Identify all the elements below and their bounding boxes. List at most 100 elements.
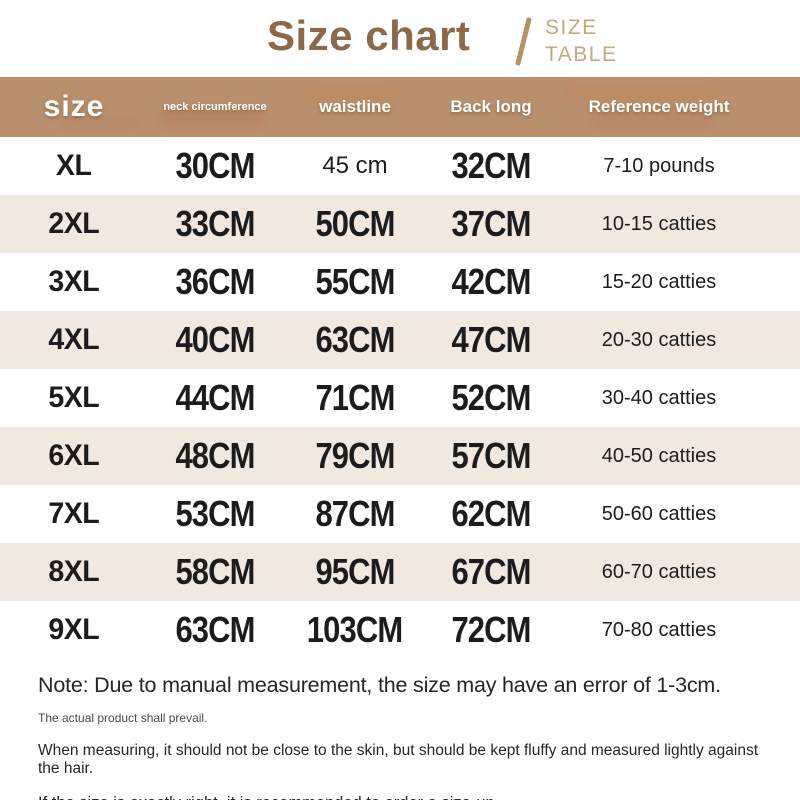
neck-value: 36CM <box>175 261 255 302</box>
weight-cell: 30-40 catties <box>554 387 764 410</box>
weight-cell: 70-80 catties <box>554 619 764 642</box>
artifact-blob <box>162 113 262 126</box>
table-row: 4XL 40CM 63CM 47CM 20-30 catties <box>0 311 800 369</box>
weight-cell: 60-70 catties <box>554 561 764 584</box>
weight-value: 60-70 catties <box>601 560 717 583</box>
neck-cell: 30CM <box>148 145 282 187</box>
weight-cell: 50-60 catties <box>554 503 764 526</box>
weight-cell: 40-50 catties <box>554 445 764 468</box>
waist-cell: 103CM <box>282 609 428 651</box>
waist-value: 63CM <box>315 319 395 360</box>
waist-cell: 50CM <box>282 203 428 245</box>
size-cell: 6XL <box>0 439 148 473</box>
neck-value: 63CM <box>175 609 255 650</box>
size-cell: 8XL <box>0 555 148 589</box>
title-area: Size chart SIZE TABLE <box>0 0 800 77</box>
neck-value: 53CM <box>175 493 255 534</box>
back-value: 72CM <box>451 609 531 650</box>
column-header-back: Back long <box>450 97 532 116</box>
weight-value: 50-60 catties <box>601 502 717 525</box>
note-main: Note: Due to manual measurement, the siz… <box>38 673 721 697</box>
neck-cell: 44CM <box>148 377 282 419</box>
waist-value: 45 cm <box>322 152 388 179</box>
waist-value: 50CM <box>315 203 395 244</box>
size-table-body: XL 30CM 45 cm 32CM 7-10 pounds 2XL 33CM … <box>0 137 800 659</box>
back-cell: 37CM <box>428 203 554 245</box>
subtitle-line-1: SIZE <box>545 16 598 39</box>
column-header-size: size <box>43 90 105 123</box>
weight-value: 30-40 catties <box>601 386 717 409</box>
waist-cell: 71CM <box>282 377 428 419</box>
subtitle-line-2: TABLE <box>545 43 618 67</box>
neck-cell: 63CM <box>148 609 282 651</box>
waist-cell: 87CM <box>282 493 428 535</box>
size-cell: 5XL <box>0 381 148 415</box>
size-value: 5XL <box>48 381 100 414</box>
back-value: 52CM <box>451 377 531 418</box>
size-cell: 7XL <box>0 497 148 531</box>
neck-value: 44CM <box>175 377 255 418</box>
column-header-waist: waistline <box>319 97 391 116</box>
back-value: 57CM <box>451 435 531 476</box>
table-header-row: size neck circumference waistline Back l… <box>0 77 800 137</box>
table-row: 5XL 44CM 71CM 52CM 30-40 catties <box>0 369 800 427</box>
neck-value: 48CM <box>175 435 255 476</box>
back-cell: 47CM <box>428 319 554 361</box>
weight-value: 20-30 catties <box>601 328 717 351</box>
size-value: 6XL <box>48 439 100 472</box>
page-title: Size chart <box>267 12 471 59</box>
back-value: 47CM <box>451 319 531 360</box>
weight-cell: 20-30 catties <box>554 329 764 352</box>
artifact-blob <box>592 117 712 128</box>
note-secondary: The actual product shall prevail. <box>38 711 208 725</box>
waist-cell: 63CM <box>282 319 428 361</box>
weight-value: 7-10 pounds <box>603 154 715 177</box>
size-value: 8XL <box>48 555 100 588</box>
column-header-neck: neck circumference <box>163 101 267 113</box>
weight-value: 40-50 catties <box>601 444 717 467</box>
table-row: XL 30CM 45 cm 32CM 7-10 pounds <box>0 137 800 195</box>
size-value: 7XL <box>48 497 100 530</box>
neck-value: 58CM <box>175 551 255 592</box>
back-value: 67CM <box>451 551 531 592</box>
back-cell: 62CM <box>428 493 554 535</box>
neck-cell: 48CM <box>148 435 282 477</box>
table-row: 9XL 63CM 103CM 72CM 70-80 catties <box>0 601 800 659</box>
back-value: 37CM <box>451 203 531 244</box>
note-measuring: When measuring, it should not be close t… <box>38 742 759 777</box>
size-cell: 2XL <box>0 207 148 241</box>
neck-cell: 53CM <box>148 493 282 535</box>
size-cell: 3XL <box>0 265 148 299</box>
back-cell: 32CM <box>428 145 554 187</box>
waist-cell: 55CM <box>282 261 428 303</box>
waist-cell: 79CM <box>282 435 428 477</box>
table-row: 3XL 36CM 55CM 42CM 15-20 catties <box>0 253 800 311</box>
weight-cell: 10-15 catties <box>554 213 764 236</box>
waist-value: 87CM <box>315 493 395 534</box>
back-cell: 72CM <box>428 609 554 651</box>
neck-cell: 40CM <box>148 319 282 361</box>
neck-cell: 58CM <box>148 551 282 593</box>
weight-value: 15-20 catties <box>601 270 717 293</box>
weight-value: 70-80 catties <box>601 618 717 641</box>
table-row: 6XL 48CM 79CM 57CM 40-50 catties <box>0 427 800 485</box>
back-value: 62CM <box>451 493 531 534</box>
size-value: 9XL <box>48 613 100 646</box>
neck-value: 33CM <box>175 203 255 244</box>
table-row: 8XL 58CM 95CM 67CM 60-70 catties <box>0 543 800 601</box>
back-cell: 67CM <box>428 551 554 593</box>
note-size-up: If the size is exactly right, it is reco… <box>38 794 770 800</box>
back-value: 32CM <box>451 145 531 186</box>
back-cell: 57CM <box>428 435 554 477</box>
table-row: 7XL 53CM 87CM 62CM 50-60 catties <box>0 485 800 543</box>
waist-value: 55CM <box>315 261 395 302</box>
waist-cell: 45 cm <box>282 152 428 180</box>
size-cell: 9XL <box>0 613 148 647</box>
weight-cell: 15-20 catties <box>554 271 764 294</box>
waist-value: 79CM <box>315 435 395 476</box>
neck-cell: 33CM <box>148 203 282 245</box>
back-cell: 42CM <box>428 261 554 303</box>
neck-value: 40CM <box>175 319 255 360</box>
page-subtitle: SIZE TABLE <box>545 14 617 69</box>
